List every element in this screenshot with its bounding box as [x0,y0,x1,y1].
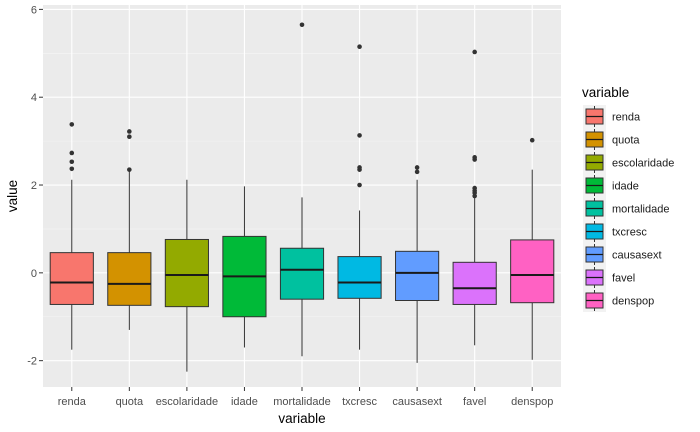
legend-label: mortalidade [612,204,669,216]
outlier-point [69,122,75,127]
legend-item-escolaridade: escolaridade [583,151,674,174]
outlier-point [414,165,420,170]
box-body [49,252,94,305]
outlier-point [414,169,420,175]
outlier-point [472,185,477,191]
outlier-point [357,133,362,138]
box-body [510,239,555,304]
outlier-point [69,166,75,172]
outlier-point [357,182,362,188]
box-renda [49,179,94,350]
legend-label: denspop [612,296,654,308]
outlier-point [357,44,362,50]
legend-label: causasext [612,250,662,262]
x-tick-label: denspop [511,396,553,408]
y-tick-label: -2 [27,356,37,368]
legend-label: txcresc [612,227,647,239]
x-tick-label: escolaridade [156,396,218,408]
outlier-point [529,137,535,143]
outlier-point [472,155,477,160]
x-tick-label: mortalidade [273,396,330,408]
box-mortalidade [279,197,325,357]
box-body [107,252,152,306]
boxes-layer [49,169,555,372]
legend: variable renda quota escolaridade idade mort… [582,85,674,312]
y-tick-label: 0 [31,268,37,280]
box-favel [452,197,497,346]
box-body [164,238,209,308]
x-tick-label: idade [231,396,258,408]
legend-title: variable [582,85,629,100]
box-causasext [395,179,440,363]
legend-label: favel [612,273,635,285]
outlier-point [127,129,132,134]
y-tick-label: 2 [31,180,37,192]
legend-label: escolaridade [612,158,674,170]
outlier-point [472,49,477,55]
outlier-point [357,165,362,170]
x-tick-label: quota [116,396,144,408]
legend-item-mortalidade: mortalidade [583,197,669,220]
box-escolaridade [164,179,209,372]
x-tick-label: renda [58,396,87,408]
outliers-layer [69,22,535,199]
legend-item-txcresc: txcresc [583,220,647,243]
box-txcresc [337,210,382,350]
x-tick-label: causasext [392,396,442,408]
box-body [452,261,497,305]
legend-item-quota: quota [583,128,640,151]
legend-item-favel: favel [583,266,635,289]
outlier-point [127,134,132,140]
legend-label: idade [612,181,639,193]
x-tick-label: txcresc [342,396,377,408]
box-body [279,247,325,300]
legend-keys: renda quota escolaridade idade mortalidade tx… [583,105,674,312]
outlier-point [299,22,305,28]
legend-label: quota [612,135,640,147]
legend-label: renda [612,112,641,124]
outlier-point [127,167,132,172]
legend-item-idade: idade [583,174,639,197]
x-axis: renda quota escolaridade idade mortalidade tx… [58,387,553,408]
box-quota [107,170,152,330]
legend-item-renda: renda [583,105,641,128]
box-body [337,256,382,299]
box-body [395,250,440,302]
y-tick-label: 4 [31,92,37,104]
outlier-point [69,159,75,165]
y-tick-label: 6 [31,4,37,16]
box-denspop [510,169,555,360]
legend-item-denspop: denspop [583,289,654,312]
legend-item-causasext: causasext [583,243,662,266]
outlier-point [69,150,75,156]
box-idade [222,186,267,348]
y-axis: -2 0 2 4 6 [27,4,43,368]
x-axis-title: variable [278,411,325,426]
y-axis-title: value [5,180,20,212]
x-tick-label: favel [463,396,486,408]
